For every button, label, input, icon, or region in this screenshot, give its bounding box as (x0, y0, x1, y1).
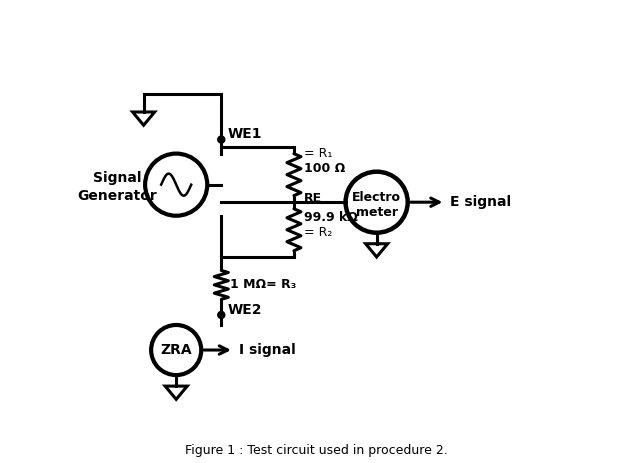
Text: I signal: I signal (239, 343, 296, 357)
Text: Signal: Signal (93, 171, 142, 185)
Text: 100 Ω: 100 Ω (304, 162, 345, 175)
Text: ZRA: ZRA (160, 343, 192, 357)
Text: = R₂: = R₂ (304, 226, 332, 239)
Text: 99.9 kΩ: 99.9 kΩ (304, 211, 358, 224)
Text: E signal: E signal (450, 195, 511, 209)
Circle shape (218, 136, 225, 143)
Circle shape (218, 312, 225, 319)
Text: WE2: WE2 (227, 303, 262, 317)
Text: = R₁: = R₁ (304, 147, 332, 160)
Text: WE1: WE1 (227, 126, 262, 141)
Text: Electro: Electro (352, 191, 401, 204)
Text: 1 MΩ= R₃: 1 MΩ= R₃ (230, 278, 296, 291)
Text: Generator: Generator (78, 189, 158, 203)
Text: Figure 1 : Test circuit used in procedure 2.: Figure 1 : Test circuit used in procedur… (185, 444, 448, 457)
Text: meter: meter (356, 206, 398, 219)
Text: RE: RE (304, 192, 322, 205)
